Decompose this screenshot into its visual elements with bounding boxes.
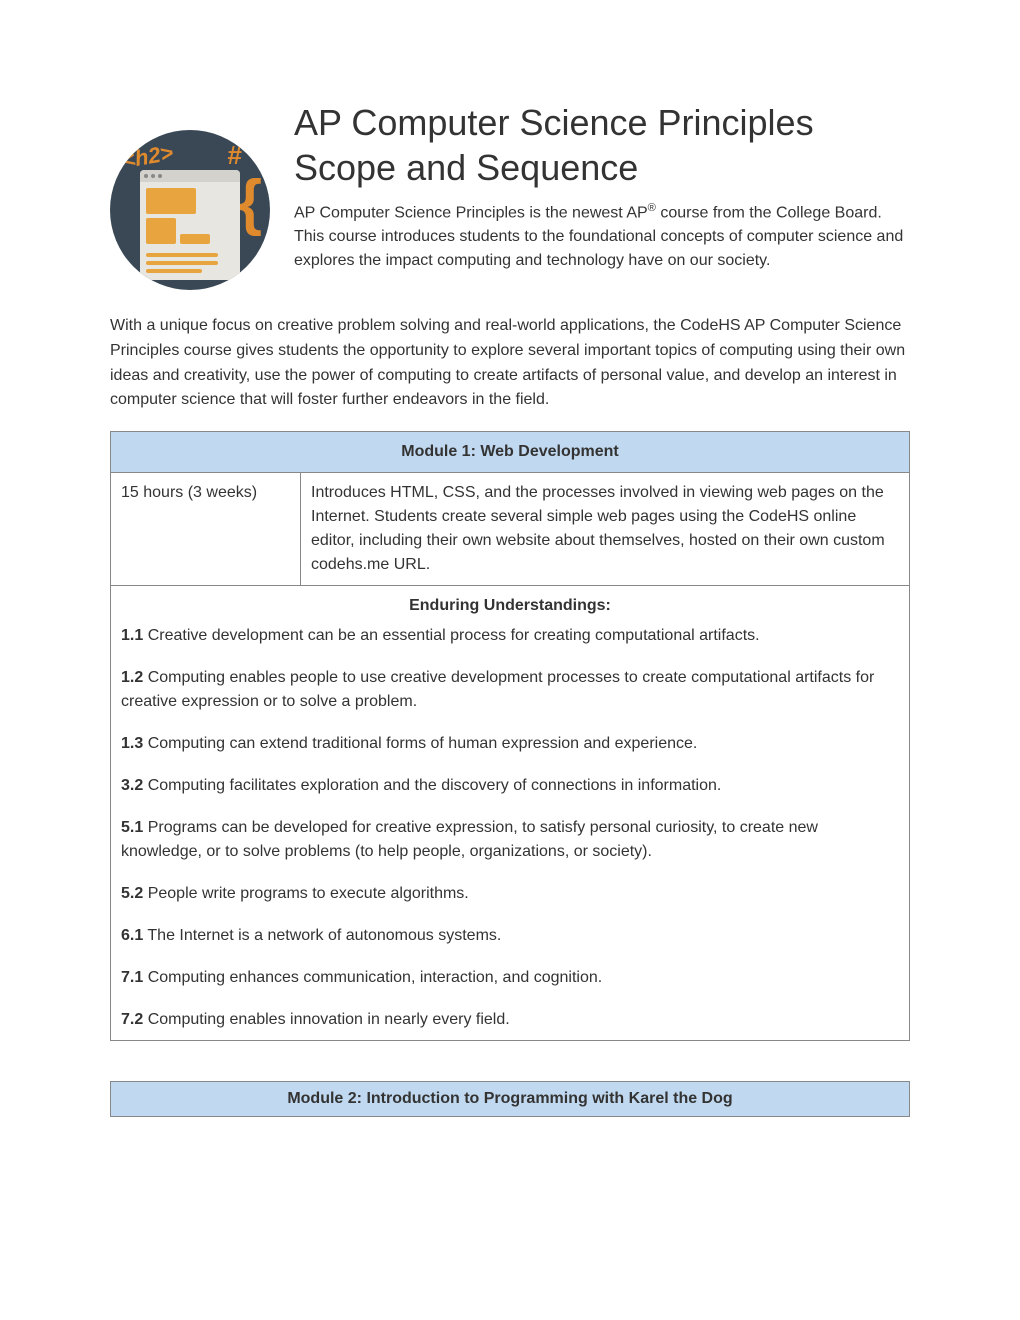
- eu-text: Computing enhances communication, intera…: [143, 969, 602, 986]
- eu-item: 1.1 Creative development can be an essen…: [121, 624, 899, 648]
- eu-heading: Enduring Understandings:: [121, 594, 899, 618]
- eu-item: 1.3 Computing can extend traditional for…: [121, 732, 899, 756]
- header-section: <h2> # { AP Computer Science Principles …: [110, 100, 910, 290]
- eu-number: 1.1: [121, 627, 143, 644]
- module-1-duration: 15 hours (3 weeks): [111, 473, 301, 586]
- eu-number: 6.1: [121, 927, 143, 944]
- eu-text: Computing facilitates exploration and th…: [143, 777, 721, 794]
- module-1-understandings-cell: Enduring Understandings: 1.1 Creative de…: [111, 586, 910, 1041]
- intro-paragraph-1: AP Computer Science Principles is the ne…: [294, 200, 910, 273]
- eu-number: 1.3: [121, 735, 143, 752]
- logo-hash-icon: #: [228, 140, 242, 171]
- logo-browser-content: [140, 182, 240, 283]
- eu-item: 7.2 Computing enables innovation in near…: [121, 1008, 899, 1032]
- eu-item: 1.2 Computing enables people to use crea…: [121, 666, 899, 714]
- module-1-table: Module 1: Web Development 15 hours (3 we…: [110, 431, 910, 1041]
- eu-text: The Internet is a network of autonomous …: [143, 927, 501, 944]
- eu-number: 1.2: [121, 669, 143, 686]
- eu-item: 5.2 People write programs to execute alg…: [121, 882, 899, 906]
- logo-brace-icon: {: [238, 172, 262, 234]
- eu-number: 5.2: [121, 885, 143, 902]
- module-1-header: Module 1: Web Development: [111, 432, 910, 473]
- page-title: AP Computer Science Principles Scope and…: [294, 100, 910, 190]
- module-2-table: Module 2: Introduction to Programming wi…: [110, 1081, 910, 1117]
- eu-text: People write programs to execute algorit…: [143, 885, 468, 902]
- header-text-block: AP Computer Science Principles Scope and…: [294, 100, 910, 273]
- logo-browser-bar: [140, 170, 240, 182]
- eu-item: 7.1 Computing enhances communication, in…: [121, 966, 899, 990]
- module-2-header: Module 2: Introduction to Programming wi…: [111, 1082, 910, 1117]
- eu-item: 3.2 Computing facilitates exploration an…: [121, 774, 899, 798]
- eu-text: Programs can be developed for creative e…: [121, 819, 818, 860]
- eu-item: 5.1 Programs can be developed for creati…: [121, 816, 899, 864]
- logo-browser-mockup: [140, 170, 240, 280]
- codehs-logo: <h2> # {: [110, 130, 270, 290]
- eu-number: 3.2: [121, 777, 143, 794]
- eu-text: Computing enables innovation in nearly e…: [143, 1011, 509, 1028]
- module-1-description: Introduces HTML, CSS, and the processes …: [301, 473, 910, 586]
- eu-number: 7.2: [121, 1011, 143, 1028]
- eu-text: Computing can extend traditional forms o…: [143, 735, 697, 752]
- eu-item: 6.1 The Internet is a network of autonom…: [121, 924, 899, 948]
- eu-number: 7.1: [121, 969, 143, 986]
- body-paragraph: With a unique focus on creative problem …: [110, 314, 910, 413]
- eu-text: Creative development can be an essential…: [143, 627, 759, 644]
- eu-number: 5.1: [121, 819, 143, 836]
- eu-text: Computing enables people to use creative…: [121, 669, 874, 710]
- eu-list: 1.1 Creative development can be an essen…: [121, 624, 899, 1032]
